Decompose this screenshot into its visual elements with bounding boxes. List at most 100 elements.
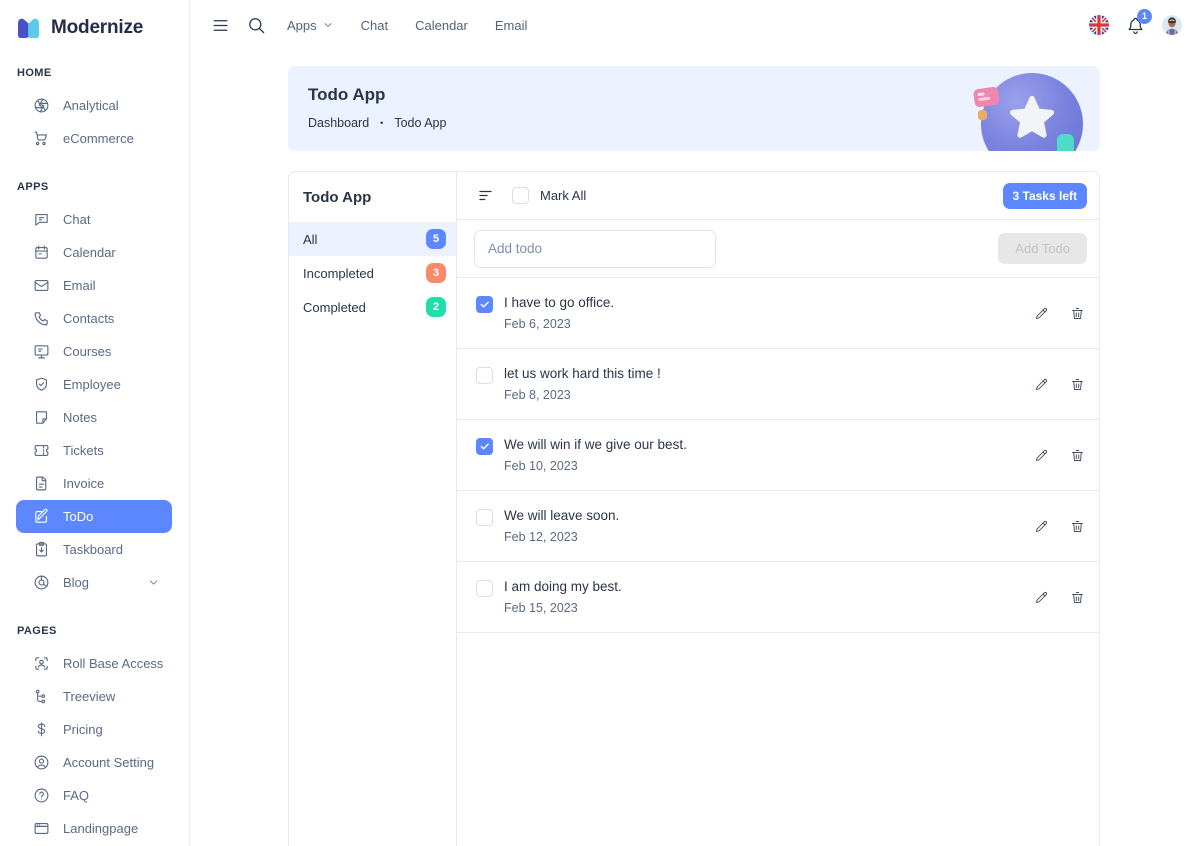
filter-label: Completed — [303, 299, 366, 315]
nav-link-label: Chat — [360, 17, 389, 33]
todo-checkbox[interactable] — [476, 509, 493, 526]
sidebar-item-notes[interactable]: Notes — [16, 401, 172, 434]
window-icon — [33, 820, 50, 837]
sidebar-item-blog[interactable]: Blog — [16, 566, 172, 599]
edit-icon — [33, 508, 50, 525]
help-icon — [33, 787, 50, 804]
sidebar: Modernize HOME Analytical eCommerce APPS… — [0, 0, 190, 846]
sidebar-item-contacts[interactable]: Contacts — [16, 302, 172, 335]
sidebar-item-ecommerce[interactable]: eCommerce — [16, 122, 172, 155]
delete-todo-button[interactable] — [1070, 519, 1085, 534]
sidebar-item-todo[interactable]: ToDo — [16, 500, 172, 533]
sidebar-item-label: Taskboard — [63, 542, 123, 557]
todo-item: I am doing my best. Feb 15, 2023 — [457, 562, 1099, 633]
todo-date: Feb 12, 2023 — [504, 530, 578, 544]
sidebar-item-landingpage[interactable]: Landingpage — [16, 812, 172, 845]
sidebar-toggle-button[interactable] — [211, 16, 230, 35]
todo-checkbox[interactable] — [476, 296, 493, 313]
sidebar-item-tickets[interactable]: Tickets — [16, 434, 172, 467]
filter-count-badge: 3 — [426, 263, 446, 283]
add-todo-button[interactable]: Add Todo — [998, 233, 1087, 264]
menu-icon — [211, 16, 230, 35]
filter-label: All — [303, 231, 318, 247]
todo-item: let us work hard this time ! Feb 8, 2023 — [457, 349, 1099, 420]
user-avatar[interactable] — [1162, 15, 1182, 35]
sidebar-item-label: ToDo — [63, 509, 94, 524]
filter-incompleted[interactable]: Incompleted 3 — [289, 256, 456, 290]
sidebar-item-pricing[interactable]: Pricing — [16, 713, 172, 746]
pencil-icon — [1034, 590, 1049, 605]
edit-todo-button[interactable] — [1034, 306, 1049, 321]
language-flag-button[interactable] — [1089, 15, 1109, 35]
nav-email-link[interactable]: Email — [495, 18, 528, 33]
breadcrumb-parent[interactable]: Dashboard — [308, 116, 370, 130]
edit-todo-button[interactable] — [1034, 377, 1049, 392]
sidebar-item-label: FAQ — [63, 788, 90, 803]
todo-checkbox[interactable] — [476, 438, 493, 455]
add-todo-input[interactable] — [474, 229, 716, 268]
page-title: Todo App — [308, 85, 386, 104]
uk-flag-icon — [1089, 15, 1109, 35]
delete-todo-button[interactable] — [1070, 590, 1085, 605]
todo-title: I have to go office. — [504, 295, 615, 310]
sidebar-item-account-setting[interactable]: Account Setting — [16, 746, 172, 779]
user-circle-icon — [33, 754, 50, 771]
add-todo-bar: Add Todo — [457, 220, 1099, 278]
search-button[interactable] — [247, 16, 266, 35]
notification-count-badge: 1 — [1137, 8, 1152, 24]
edit-todo-button[interactable] — [1034, 519, 1049, 534]
sidebar-item-label: Analytical — [63, 98, 119, 113]
phone-icon — [33, 310, 50, 327]
sidebar-item-treeview[interactable]: Treeview — [16, 680, 172, 713]
sidebar-item-label: Invoice — [63, 476, 105, 491]
illustration-teal-shape — [1057, 134, 1074, 151]
chat-icon — [33, 211, 50, 228]
sidebar-item-roll-base-access[interactable]: Roll Base Access — [16, 647, 172, 680]
filter-count-badge: 2 — [426, 297, 446, 317]
dollar-icon — [33, 721, 50, 738]
check-icon — [480, 301, 489, 308]
todo-toolbar: Mark All 3 Tasks left — [457, 172, 1099, 220]
sidebar-item-calendar[interactable]: Calendar — [16, 236, 172, 269]
edit-todo-button[interactable] — [1034, 590, 1049, 605]
sort-button[interactable] — [476, 186, 495, 205]
sidebar-item-courses[interactable]: Courses — [16, 335, 172, 368]
edit-todo-button[interactable] — [1034, 448, 1049, 463]
nav-calendar-link[interactable]: Calendar — [415, 18, 468, 33]
banner-illustration — [972, 73, 1083, 151]
donut-icon — [33, 574, 50, 591]
sidebar-item-label: Notes — [63, 410, 97, 425]
mark-all-checkbox[interactable] — [512, 187, 529, 204]
brand-logo[interactable]: Modernize — [0, 0, 189, 41]
sidebar-item-label: eCommerce — [63, 131, 134, 146]
nav-apps-dropdown[interactable]: Apps — [287, 18, 334, 33]
sidebar-item-label: Pricing — [63, 722, 103, 737]
mark-all-label: Mark All — [540, 188, 587, 203]
delete-todo-button[interactable] — [1070, 377, 1085, 392]
sidebar-item-analytical[interactable]: Analytical — [16, 89, 172, 122]
sidebar-item-employee[interactable]: Employee — [16, 368, 172, 401]
brand-name: Modernize — [51, 16, 144, 38]
filter-all[interactable]: All 5 — [289, 222, 456, 256]
note-icon — [33, 409, 50, 426]
nav-chat-link[interactable]: Chat — [361, 18, 388, 33]
avatar-image — [1162, 15, 1182, 35]
sidebar-item-invoice[interactable]: Invoice — [16, 467, 172, 500]
sidebar-item-chat[interactable]: Chat — [16, 203, 172, 236]
todo-checkbox[interactable] — [476, 580, 493, 597]
delete-todo-button[interactable] — [1070, 448, 1085, 463]
todo-item: I have to go office. Feb 6, 2023 — [457, 278, 1099, 349]
filter-completed[interactable]: Completed 2 — [289, 290, 456, 324]
notifications-button[interactable]: 1 — [1126, 8, 1152, 35]
todo-checkbox[interactable] — [476, 367, 493, 384]
todo-title: I am doing my best. — [504, 579, 622, 594]
sidebar-item-taskboard[interactable]: Taskboard — [16, 533, 172, 566]
sidebar-item-label: Tickets — [63, 443, 104, 458]
tree-icon — [33, 688, 50, 705]
sidebar-item-faq[interactable]: FAQ — [16, 779, 172, 812]
sidebar-item-email[interactable]: Email — [16, 269, 172, 302]
delete-todo-button[interactable] — [1070, 306, 1085, 321]
sidebar-section-apps: APPS Chat Calendar Email Contacts Course… — [0, 181, 189, 599]
chevron-down-icon — [147, 576, 160, 589]
sidebar-item-label: Blog — [63, 575, 90, 590]
